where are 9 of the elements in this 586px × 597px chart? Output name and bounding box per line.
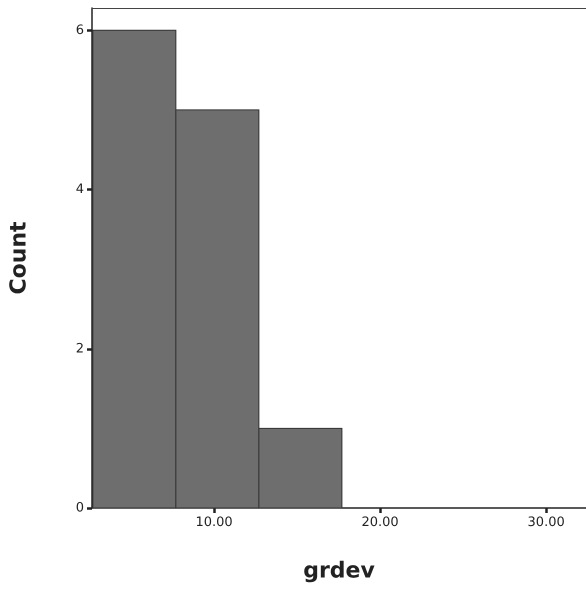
x-tick-label: 20.00 [361, 515, 399, 530]
x-axis-title: grdev [303, 558, 376, 584]
x-tick-label: 30.00 [528, 515, 565, 530]
y-tick-label: 6 [76, 22, 84, 38]
x-tick-label: 10.00 [195, 515, 233, 530]
y-tick-label: 2 [76, 341, 84, 356]
y-tick-label: 0 [76, 500, 84, 516]
y-axis-title: Count [6, 220, 32, 295]
y-tick-label: 4 [76, 182, 84, 198]
